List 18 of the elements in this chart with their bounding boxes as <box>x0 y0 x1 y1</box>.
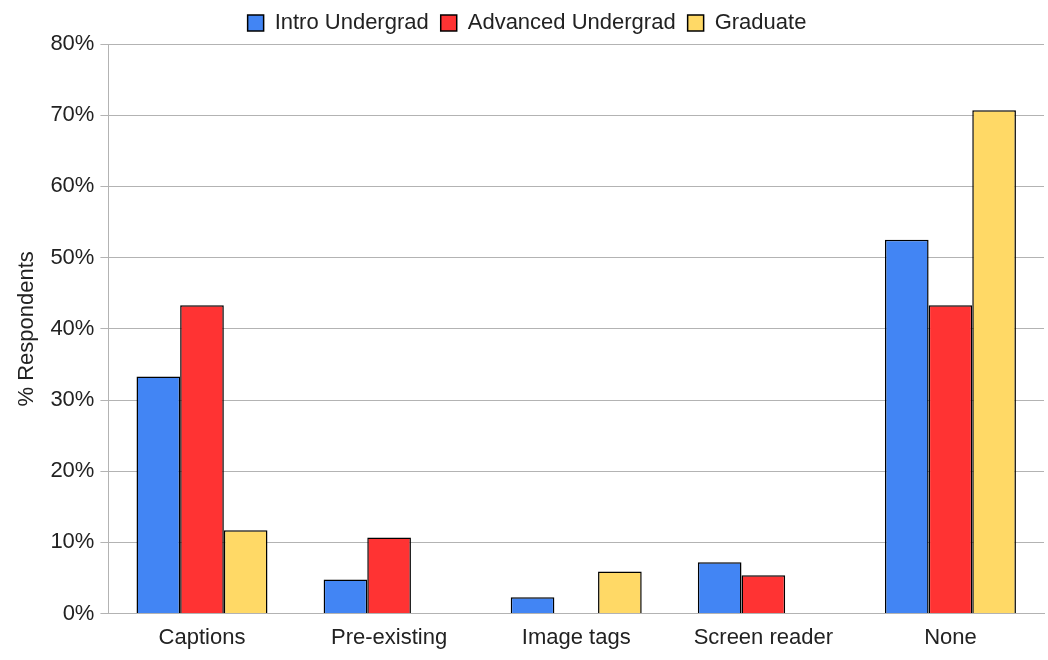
legend-label: Intro Undergrad <box>274 9 429 35</box>
x-tick-label: Screen reader <box>693 623 834 649</box>
x-tick-label: Pre-existing <box>331 623 448 649</box>
y-tick-label: 30% <box>50 386 95 412</box>
y-tick-label: 20% <box>50 457 95 483</box>
y-tick-label: 50% <box>50 243 95 269</box>
x-tick-label: Captions <box>158 623 246 649</box>
y-axis-title: % Respondents <box>13 251 39 407</box>
y-tick-label: 10% <box>50 528 95 554</box>
x-tick-label: None <box>924 623 977 649</box>
x-tick-label: Image tags <box>521 623 631 649</box>
y-tick-label: 0% <box>62 599 95 625</box>
y-tick-label: 40% <box>50 314 95 340</box>
y-tick-label: 60% <box>50 172 95 198</box>
legend-label: Graduate <box>714 9 807 35</box>
y-tick-label: 80% <box>50 30 95 56</box>
y-tick-label: 70% <box>50 101 95 127</box>
legend-label: Advanced Undergrad <box>467 9 676 35</box>
